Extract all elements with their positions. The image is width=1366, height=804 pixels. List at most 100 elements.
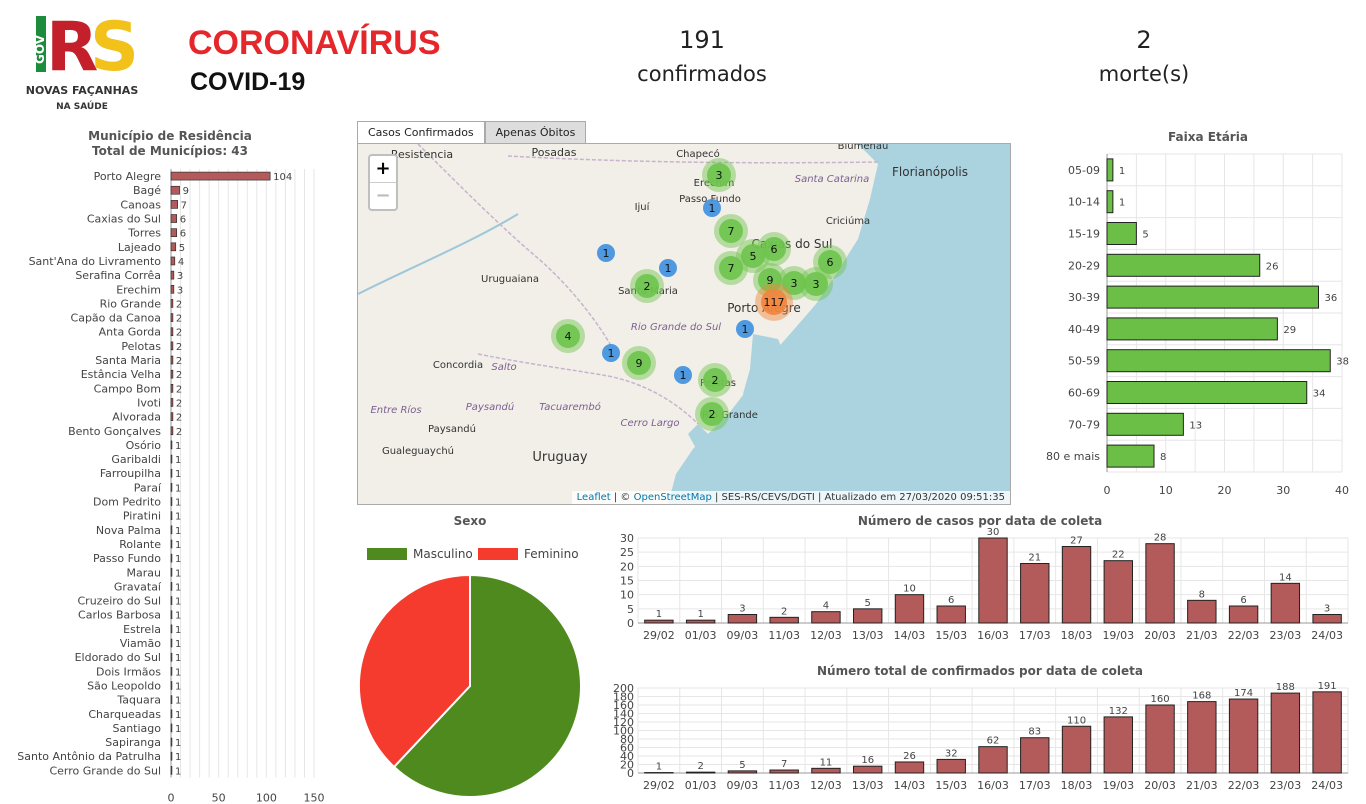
- total-dia-x-tick: 13/03: [852, 779, 884, 792]
- map-cluster-marker: [782, 271, 806, 295]
- cases-map[interactable]: Resistencia Posadas Chapecó Blumenau Santa C…: [357, 143, 1011, 505]
- municipio-bar: [170, 270, 175, 280]
- total-dia-x-tick: 29/02: [643, 779, 675, 792]
- municipio-bar-value: 1: [175, 625, 181, 636]
- casos-dia-x-tick: 01/03: [685, 629, 717, 642]
- map-cluster-marker: [597, 244, 615, 262]
- map-cluster-marker: [703, 199, 721, 217]
- municipio-label: Charqueadas: [88, 708, 161, 721]
- municipio-bar: [170, 667, 173, 676]
- municipio-bar-value: 1: [175, 710, 181, 721]
- map-cluster-marker: [736, 320, 754, 338]
- map-place-label: Salto: [491, 362, 516, 373]
- tab-casos-confirmados[interactable]: Casos Confirmados: [357, 121, 485, 144]
- total-dia-bar: [1103, 716, 1133, 774]
- gov-rs-logo[interactable]: GOV R S NOVAS FAÇANHAS NA SAÚDE: [18, 8, 158, 116]
- municipio-bar-value: 1: [175, 441, 181, 452]
- map-border-santa-catarina: [507, 155, 879, 164]
- municipio-bar-value: 1: [175, 582, 181, 593]
- total-dia-bar-value: 16: [861, 755, 874, 766]
- municipio-bar: [170, 256, 176, 266]
- casos-dia-bar-value: 3: [1324, 604, 1330, 615]
- municipio-bar-value: 1: [175, 455, 181, 466]
- total-dia-bar: [685, 771, 716, 774]
- municipio-bar: [170, 468, 173, 478]
- municipio-bar-value: 4: [178, 257, 184, 268]
- total-dia-bar: [1145, 704, 1175, 774]
- casos-dia-x-tick: 16/03: [977, 629, 1009, 642]
- map-cluster-marker: [627, 351, 651, 375]
- total-dia-x-tick: 24/03: [1311, 779, 1343, 792]
- total-dia-x-tick: 11/03: [768, 779, 800, 792]
- tab-apenas-obitos[interactable]: Apenas Óbitos: [484, 121, 587, 144]
- map-cluster-marker: [804, 272, 828, 296]
- map-place-label: Resistencia: [391, 148, 453, 161]
- total-dia-y-tick: 0: [627, 767, 634, 780]
- total-dia-bar: [1061, 725, 1092, 774]
- map-place-label: Ijuí: [635, 201, 651, 213]
- map-cluster-count: 6: [827, 256, 834, 269]
- municipio-label: Erechim: [116, 283, 161, 296]
- map-canvas[interactable]: Resistencia Posadas Chapecó Blumenau Santa C…: [358, 144, 1010, 504]
- municipio-label: Piratini: [123, 510, 161, 523]
- leaflet-link[interactable]: Leaflet: [576, 492, 611, 503]
- map-border-uruguay: [477, 353, 699, 425]
- total-dia-bar: [1228, 698, 1259, 774]
- map-cluster-marker: [602, 344, 620, 362]
- map-cluster-marker: [700, 402, 724, 426]
- municipio-bar: [170, 695, 173, 704]
- map-place-label: Paysandú: [466, 401, 514, 413]
- map-ocean: [668, 144, 1010, 504]
- total-dia-x-tick: 19/03: [1102, 779, 1134, 792]
- casos-dia-bar-value: 5: [865, 598, 871, 609]
- municipio-label: Santo Antônio da Patrulha: [17, 750, 161, 763]
- casos-dia-bar: [1312, 614, 1342, 624]
- total-dia-bar: [936, 758, 966, 774]
- municipio-label: Bagé: [133, 184, 161, 197]
- municipio-bar: [170, 638, 173, 648]
- casos-dia-y-tick: 20: [620, 560, 634, 573]
- faixa-bar: [1106, 253, 1261, 277]
- municipio-bar-value: 104: [273, 172, 292, 183]
- map-cluster-marker: [818, 250, 842, 274]
- casos-dia-bar: [1103, 560, 1133, 624]
- municipio-bar: [170, 426, 174, 436]
- casos-dia-bar-value: 2: [781, 606, 787, 617]
- casos-dia-bar: [1145, 543, 1175, 624]
- total-dia-x-tick: 12/03: [810, 779, 842, 792]
- municipio-label: Pelotas: [121, 340, 161, 353]
- casos-dia-y-tick: 0: [627, 617, 634, 630]
- total-dia-x-tick: 09/03: [727, 779, 759, 792]
- total-dia-bar-value: 110: [1067, 715, 1086, 726]
- municipio-bar-value: 3: [177, 271, 183, 282]
- kpi-deaths: 2 morte(s): [1024, 26, 1264, 86]
- map-cluster-count: 1: [608, 347, 615, 360]
- map-cluster-count: 2: [644, 280, 651, 293]
- zoom-out-button[interactable]: −: [370, 182, 396, 209]
- municipio-bar: [170, 242, 177, 252]
- municipio-bar-value: 3: [177, 285, 183, 296]
- municipio-bar: [170, 723, 173, 733]
- map-cluster-count: 1: [709, 202, 716, 215]
- municipio-bar-value: 1: [175, 483, 181, 494]
- faixa-bar: [1106, 317, 1278, 341]
- casos-dia-bar-value: 10: [903, 584, 916, 595]
- casos-dia-x-tick: 17/03: [1019, 629, 1051, 642]
- total-dia-bar-value: 2: [697, 761, 703, 772]
- municipio-label: Eldorado do Sul: [75, 651, 161, 664]
- municipio-bar: [170, 624, 173, 634]
- municipio-label: Garibaldi: [111, 453, 161, 466]
- municipio-label: Lajeado: [118, 241, 161, 254]
- municipio-chart: Município de Residência Total de Municíp…: [17, 129, 324, 804]
- faixa-bar: [1106, 381, 1308, 404]
- total-dia-x-tick: 22/03: [1228, 779, 1260, 792]
- faixa-bar: [1106, 190, 1114, 214]
- municipio-bar-value: 5: [179, 243, 185, 254]
- total-dia-bar: [1020, 737, 1050, 774]
- total-dia-y-tick: 140: [613, 708, 634, 721]
- openstreetmap-link[interactable]: OpenStreetMap: [633, 492, 712, 503]
- total-dia-bar-value: 83: [1028, 727, 1041, 738]
- zoom-in-button[interactable]: +: [375, 158, 391, 179]
- municipio-label: Caxias do Sul: [87, 213, 161, 226]
- municipio-label: Ivoti: [137, 396, 161, 409]
